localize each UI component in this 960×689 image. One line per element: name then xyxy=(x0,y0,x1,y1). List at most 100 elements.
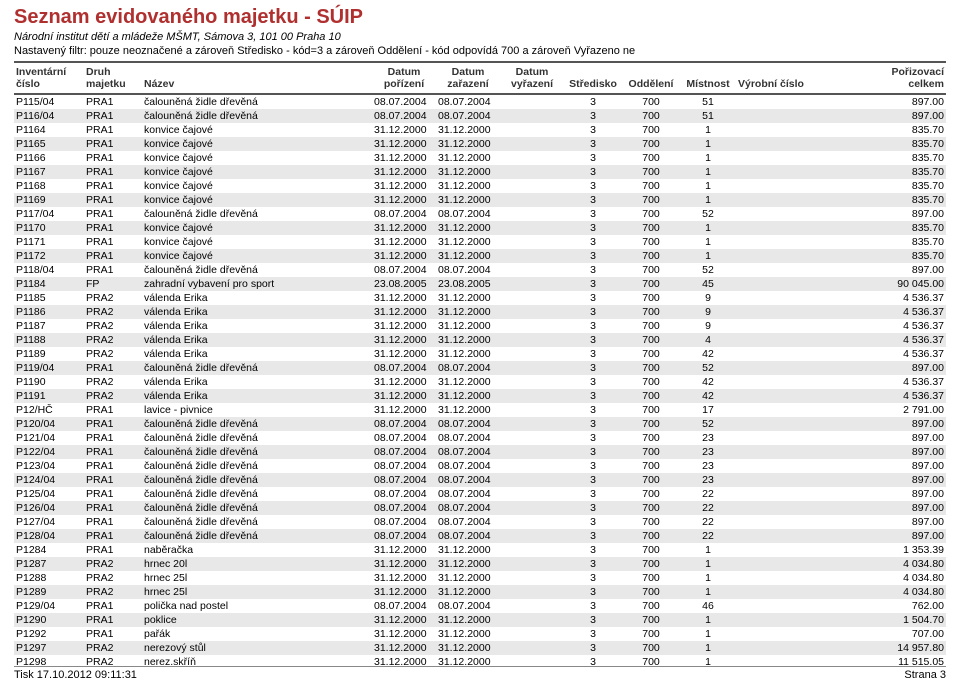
cell-stredisko: 3 xyxy=(564,235,622,249)
cell-porizovaci-celkem: 897.00 xyxy=(856,487,946,501)
cell-nazev: čalouněná židle dřevěná xyxy=(142,361,372,375)
cell-druh-majetku: PRA1 xyxy=(84,459,142,473)
cell-vyrobni-cislo xyxy=(736,179,856,193)
cell-vyrobni-cislo xyxy=(736,235,856,249)
cell-datum-porizeni: 31.12.2000 xyxy=(372,627,436,641)
cell-inventarni-cislo: P123/04 xyxy=(14,459,84,473)
col-druh-majetku: Druh majetku xyxy=(84,65,142,91)
cell-datum-porizeni: 31.12.2000 xyxy=(372,347,436,361)
cell-datum-porizeni: 31.12.2000 xyxy=(372,557,436,571)
cell-datum-zarazeni: 08.07.2004 xyxy=(436,95,500,109)
cell-inventarni-cislo: P128/04 xyxy=(14,529,84,543)
table-row: P1287PRA2hrnec 20l31.12.200031.12.200037… xyxy=(14,557,946,571)
cell-druh-majetku: PRA1 xyxy=(84,627,142,641)
cell-vyrobni-cislo xyxy=(736,109,856,123)
cell-stredisko: 3 xyxy=(564,137,622,151)
table-row: P1189PRA2válenda Erika31.12.200031.12.20… xyxy=(14,347,946,361)
cell-stredisko: 3 xyxy=(564,109,622,123)
cell-datum-vyrazeni xyxy=(500,515,564,529)
footer-page-number: Strana 3 xyxy=(904,669,946,681)
cell-stredisko: 3 xyxy=(564,557,622,571)
cell-datum-zarazeni: 31.12.2000 xyxy=(436,627,500,641)
cell-inventarni-cislo: P122/04 xyxy=(14,445,84,459)
cell-vyrobni-cislo xyxy=(736,221,856,235)
cell-mistnost: 22 xyxy=(680,529,736,543)
col-head-line2: číslo xyxy=(16,78,40,90)
cell-druh-majetku: PRA1 xyxy=(84,249,142,263)
cell-mistnost: 23 xyxy=(680,473,736,487)
cell-nazev: naběračka xyxy=(142,543,372,557)
table-row: P1165PRA1konvice čajové31.12.200031.12.2… xyxy=(14,137,946,151)
cell-datum-zarazeni: 31.12.2000 xyxy=(436,333,500,347)
cell-vyrobni-cislo xyxy=(736,389,856,403)
table-row: P1191PRA2válenda Erika31.12.200031.12.20… xyxy=(14,389,946,403)
cell-porizovaci-celkem: 835.70 xyxy=(856,249,946,263)
cell-nazev: čalouněná židle dřevěná xyxy=(142,501,372,515)
cell-inventarni-cislo: P120/04 xyxy=(14,417,84,431)
cell-datum-vyrazeni xyxy=(500,95,564,109)
cell-inventarni-cislo: P119/04 xyxy=(14,361,84,375)
cell-mistnost: 22 xyxy=(680,501,736,515)
cell-vyrobni-cislo xyxy=(736,193,856,207)
cell-inventarni-cislo: P117/04 xyxy=(14,207,84,221)
table-row: P1187PRA2válenda Erika31.12.200031.12.20… xyxy=(14,319,946,333)
cell-datum-porizeni: 31.12.2000 xyxy=(372,333,436,347)
col-head-line2: majetku xyxy=(86,78,126,90)
cell-inventarni-cislo: P1169 xyxy=(14,193,84,207)
cell-inventarni-cislo: P1165 xyxy=(14,137,84,151)
report-subtitle: Národní institut dětí a mládeže MŠMT, Sá… xyxy=(14,31,946,43)
cell-vyrobni-cislo xyxy=(736,347,856,361)
cell-porizovaci-celkem: 835.70 xyxy=(856,193,946,207)
cell-inventarni-cislo: P124/04 xyxy=(14,473,84,487)
cell-mistnost: 52 xyxy=(680,263,736,277)
cell-datum-porizeni: 08.07.2004 xyxy=(372,207,436,221)
cell-stredisko: 3 xyxy=(564,291,622,305)
cell-datum-vyrazeni xyxy=(500,165,564,179)
cell-datum-porizeni: 31.12.2000 xyxy=(372,179,436,193)
cell-druh-majetku: PRA1 xyxy=(84,263,142,277)
cell-datum-vyrazeni xyxy=(500,417,564,431)
cell-datum-vyrazeni xyxy=(500,151,564,165)
cell-vyrobni-cislo xyxy=(736,305,856,319)
cell-druh-majetku: PRA1 xyxy=(84,403,142,417)
cell-druh-majetku: PRA1 xyxy=(84,431,142,445)
cell-druh-majetku: PRA2 xyxy=(84,585,142,599)
cell-datum-vyrazeni xyxy=(500,249,564,263)
cell-druh-majetku: PRA1 xyxy=(84,95,142,109)
cell-vyrobni-cislo xyxy=(736,599,856,613)
cell-mistnost: 17 xyxy=(680,403,736,417)
cell-stredisko: 3 xyxy=(564,403,622,417)
cell-stredisko: 3 xyxy=(564,165,622,179)
cell-nazev: konvice čajové xyxy=(142,151,372,165)
cell-mistnost: 23 xyxy=(680,445,736,459)
cell-datum-vyrazeni xyxy=(500,627,564,641)
cell-datum-zarazeni: 31.12.2000 xyxy=(436,389,500,403)
cell-vyrobni-cislo xyxy=(736,207,856,221)
cell-nazev: válenda Erika xyxy=(142,375,372,389)
table-row: P1289PRA2hrnec 25l31.12.200031.12.200037… xyxy=(14,585,946,599)
cell-datum-vyrazeni xyxy=(500,277,564,291)
cell-oddeleni: 700 xyxy=(622,473,680,487)
cell-druh-majetku: PRA2 xyxy=(84,305,142,319)
cell-mistnost: 1 xyxy=(680,585,736,599)
cell-druh-majetku: PRA1 xyxy=(84,501,142,515)
cell-vyrobni-cislo xyxy=(736,557,856,571)
cell-mistnost: 1 xyxy=(680,137,736,151)
cell-porizovaci-celkem: 897.00 xyxy=(856,431,946,445)
cell-porizovaci-celkem: 897.00 xyxy=(856,501,946,515)
cell-vyrobni-cislo xyxy=(736,165,856,179)
cell-stredisko: 3 xyxy=(564,501,622,515)
cell-nazev: polička nad postel xyxy=(142,599,372,613)
cell-datum-porizeni: 31.12.2000 xyxy=(372,235,436,249)
cell-oddeleni: 700 xyxy=(622,137,680,151)
cell-vyrobni-cislo xyxy=(736,137,856,151)
report-title: Seznam evidovaného majetku - SÚIP xyxy=(14,6,946,29)
cell-vyrobni-cislo xyxy=(736,627,856,641)
cell-nazev: čalouněná židle dřevěná xyxy=(142,445,372,459)
cell-oddeleni: 700 xyxy=(622,305,680,319)
cell-porizovaci-celkem: 897.00 xyxy=(856,417,946,431)
cell-datum-porizeni: 08.07.2004 xyxy=(372,95,436,109)
cell-datum-vyrazeni xyxy=(500,319,564,333)
table-row: P120/04PRA1čalouněná židle dřevěná08.07.… xyxy=(14,417,946,431)
cell-druh-majetku: PRA2 xyxy=(84,571,142,585)
